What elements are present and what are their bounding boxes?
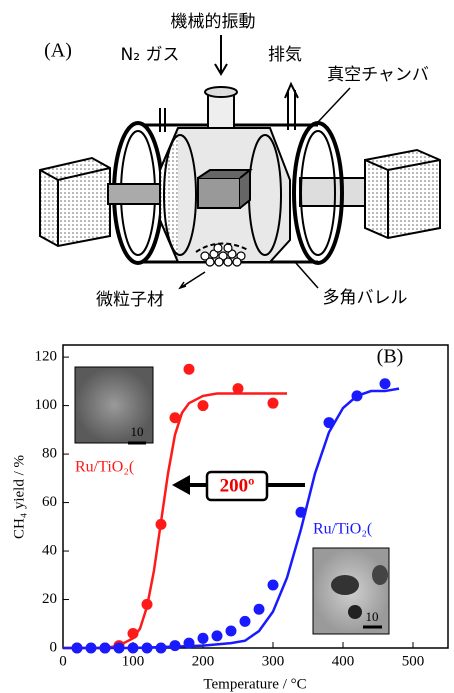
- x-tick-label: 500: [402, 653, 425, 669]
- x-tick-label: 0: [59, 653, 67, 669]
- point: [240, 616, 251, 627]
- point: [226, 626, 237, 637]
- x-tick-label: 100: [122, 653, 145, 669]
- point: [268, 579, 279, 590]
- motor-box: [365, 150, 440, 238]
- point: [156, 519, 167, 530]
- label: 多角バレル: [323, 288, 408, 308]
- series-label: Ru/TiO₂(: [313, 521, 372, 538]
- y-tick-label: 120: [35, 349, 58, 365]
- point: [128, 643, 139, 654]
- y-tick-label: 40: [42, 542, 57, 558]
- annotation: 200º: [220, 475, 255, 496]
- scale-label: 10: [366, 609, 379, 624]
- panel-label: (B): [377, 346, 404, 368]
- point: [254, 604, 265, 615]
- y-tick-label: 0: [50, 639, 58, 655]
- y-tick-label: 60: [42, 494, 57, 510]
- y-tick-label: 100: [35, 397, 58, 413]
- point: [86, 643, 97, 654]
- point: [170, 412, 181, 423]
- point: [72, 643, 83, 654]
- point: [170, 640, 181, 651]
- chart: (B) Temperature / °C CH₄ yield / % 10 10…: [11, 345, 448, 692]
- point: [233, 383, 244, 394]
- point: [184, 364, 195, 375]
- y-tick-label: 20: [42, 591, 57, 607]
- point: [198, 633, 209, 644]
- figure: (A) 機械的振動 N₂ ガス 排気 真空チャンバ 微粒子材 多角バレル: [0, 0, 454, 693]
- point: [100, 643, 111, 654]
- x-tick-label: 300: [262, 653, 285, 669]
- point: [352, 390, 363, 401]
- point: [268, 398, 279, 409]
- diagram: (A) 機械的振動 N₂ ガス 排気 真空チャンバ 微粒子材 多角バレル: [40, 12, 440, 310]
- point: [212, 630, 223, 641]
- label: 真空チャンバ: [327, 65, 429, 85]
- y-axis-label: CH₄ yield / %: [11, 455, 27, 539]
- scale-label: 10: [131, 424, 144, 439]
- label: 機械的振動: [171, 12, 256, 32]
- point: [114, 643, 125, 654]
- point: [184, 638, 195, 649]
- point: [198, 400, 209, 411]
- point: [156, 643, 167, 654]
- x-tick-label: 400: [332, 653, 355, 669]
- x-tick-label: 200: [192, 653, 215, 669]
- label: N₂ ガス: [121, 45, 180, 65]
- point: [142, 643, 153, 654]
- series-label: Ru/TiO₂(: [75, 459, 134, 476]
- point: [128, 628, 139, 639]
- y-tick-label: 80: [42, 446, 57, 462]
- point: [380, 378, 391, 389]
- label: 排気: [268, 45, 302, 65]
- label: 微粒子材: [96, 290, 164, 310]
- point: [296, 507, 307, 518]
- point: [142, 599, 153, 610]
- point: [324, 417, 335, 428]
- x-axis-label: Temperature / °C: [203, 676, 306, 692]
- panel-label: (A): [44, 40, 72, 62]
